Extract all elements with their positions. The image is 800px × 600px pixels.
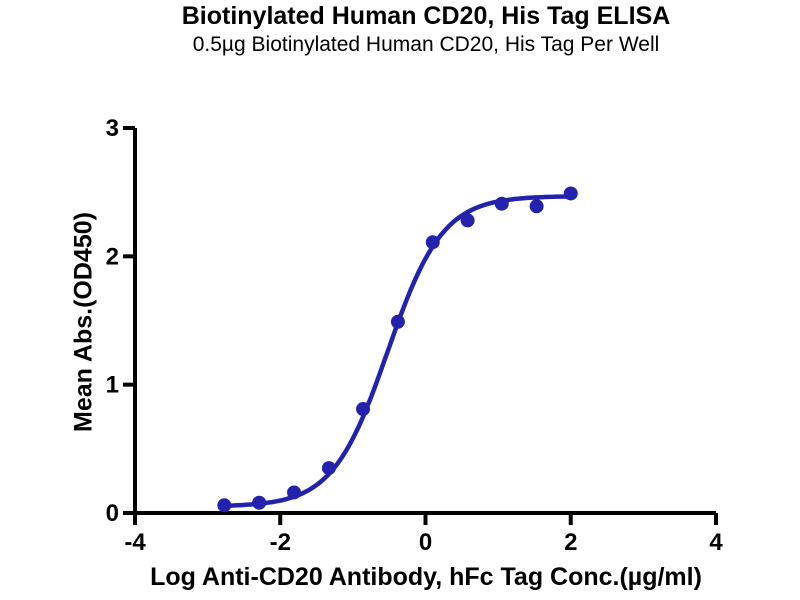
y-tick-label: 2 [106,243,119,270]
data-point [494,196,509,211]
data-point [460,213,475,228]
data-point [356,402,371,417]
x-tick-label: 4 [709,529,723,556]
y-tick-label: 1 [106,372,119,399]
x-tick-label: 2 [564,529,577,556]
x-tick-label: 0 [419,529,432,556]
y-tick-label: 0 [106,500,119,527]
chart-subtitle: 0.5µg Biotinylated Human CD20, His Tag P… [192,33,660,56]
data-point [252,495,267,510]
data-point [390,314,405,329]
data-point [217,498,232,513]
data-point [287,485,302,500]
fit-curve [222,194,574,509]
y-tick-label: 3 [106,115,119,142]
data-point [321,461,336,476]
data-point [529,199,544,214]
x-tick-label: -2 [270,529,291,556]
chart-title: Biotinylated Human CD20, His Tag ELISA [181,2,671,30]
x-axis-label: Log Anti-CD20 Antibody, hFc Tag Conc.(µg… [150,563,702,591]
x-tick-label: -4 [124,529,146,556]
data-point [425,235,440,250]
axis-line [133,128,716,515]
data-point [563,186,578,201]
